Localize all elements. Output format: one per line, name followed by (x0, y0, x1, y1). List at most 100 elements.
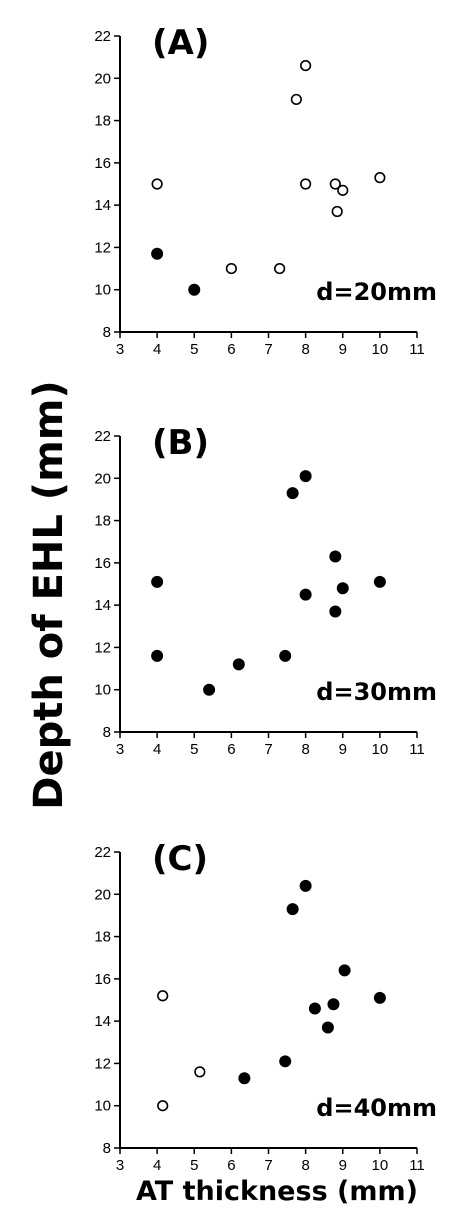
distance-annotation: d=30mm (316, 678, 437, 706)
y-tick-label: 12 (94, 1055, 111, 1072)
data-point-open (329, 178, 341, 190)
x-tick-label: 5 (190, 1157, 198, 1174)
y-tick-label: 18 (94, 113, 111, 130)
y-tick-label: 10 (94, 1098, 111, 1115)
data-point-filled (336, 582, 349, 595)
panel-label: (C) (152, 839, 208, 879)
y-tick-label: 14 (94, 1013, 111, 1030)
x-tick-label: 11 (409, 341, 425, 358)
x-tick-label: 8 (301, 741, 309, 758)
y-tick-label: 8 (103, 1140, 111, 1157)
x-tick-label: 9 (339, 741, 347, 758)
y-tick-label: 10 (94, 282, 111, 299)
x-tick-label: 10 (372, 741, 389, 758)
data-point-open (151, 178, 163, 190)
panel-label: (B) (152, 423, 209, 463)
data-point-filled (151, 575, 164, 588)
y-tick-label: 16 (94, 555, 111, 572)
x-tick-label: 6 (227, 1157, 235, 1174)
y-tick-label: 8 (103, 724, 111, 741)
data-point-open (290, 93, 302, 106)
x-tick-label: 8 (301, 1157, 309, 1174)
data-point-filled (327, 998, 340, 1011)
y-tick-label: 12 (94, 639, 111, 656)
data-point-filled (308, 1002, 321, 1015)
x-tick-label: 11 (409, 741, 425, 758)
y-tick-label: 22 (94, 28, 111, 45)
data-point-filled (299, 470, 312, 483)
y-tick-label: 20 (94, 70, 111, 87)
data-point-filled (321, 1021, 334, 1034)
x-tick-label: 3 (116, 1157, 124, 1174)
data-point-open (374, 172, 386, 184)
y-tick-label: 12 (94, 239, 111, 256)
data-point-filled (286, 487, 299, 500)
chart-panel-b: 8 10 12 14 16 18 20 22 3 4 5 6 7 8 9 10 11 (B) d=30mm (94, 423, 437, 758)
x-tick-label: 3 (116, 341, 124, 358)
data-point-open (331, 205, 343, 218)
x-tick-label: 4 (153, 741, 161, 758)
x-tick-label: 7 (264, 1157, 272, 1174)
y-tick-label: 18 (94, 929, 111, 946)
x-tick-label: 6 (227, 341, 235, 358)
x-tick-label: 10 (372, 341, 389, 358)
data-point-filled (329, 605, 342, 618)
data-point-filled (203, 683, 216, 696)
x-tick-label: 10 (372, 1157, 389, 1174)
distance-annotation: d=40mm (316, 1094, 437, 1122)
data-point-open (300, 59, 312, 72)
data-point-filled (373, 575, 386, 588)
data-point-open (157, 990, 169, 1002)
x-axis-title: AT thickness (mm) (136, 1176, 418, 1207)
x-tick-label: 5 (190, 741, 198, 758)
y-tick-label: 8 (103, 324, 111, 341)
data-point-filled (299, 879, 312, 892)
y-tick-label: 20 (94, 470, 111, 487)
data-point-filled (329, 550, 342, 563)
x-tick-label: 6 (227, 741, 235, 758)
y-tick-label: 14 (94, 197, 111, 214)
data-point-open (300, 178, 312, 190)
data-point-open (337, 184, 349, 196)
y-axis-title: Depth of EHL (mm) (26, 380, 72, 809)
data-point-open (225, 262, 237, 275)
x-tick-label: 11 (409, 1157, 425, 1174)
data-point-open (274, 262, 286, 275)
panel-label: (A) (152, 23, 209, 63)
data-point-filled (299, 588, 312, 601)
x-tick-label: 3 (116, 741, 124, 758)
x-tick-label: 8 (301, 341, 309, 358)
y-tick-label: 18 (94, 513, 111, 530)
y-tick-label: 22 (94, 428, 111, 445)
data-point-filled (151, 247, 164, 260)
y-tick-label: 16 (94, 155, 111, 172)
x-tick-label: 9 (339, 341, 347, 358)
x-tick-label: 4 (153, 1157, 161, 1174)
data-point-filled (279, 649, 292, 662)
distance-annotation: d=20mm (316, 278, 437, 306)
y-tick-label: 20 (94, 886, 111, 903)
panels: 8 10 12 14 16 18 20 22 3 4 5 6 7 8 9 10 11 (A) d=20mm 8 10 12… (94, 23, 437, 1174)
data-point-filled (338, 964, 351, 977)
chart-panel-c: 8 10 12 14 16 18 20 22 3 4 5 6 7 8 9 10 11 (C) d=40mm (94, 839, 437, 1174)
data-point-filled (279, 1055, 292, 1068)
data-point-open (194, 1066, 206, 1078)
y-tick-label: 14 (94, 597, 111, 614)
chart-panel-a: 8 10 12 14 16 18 20 22 3 4 5 6 7 8 9 10 11 (A) d=20mm (94, 23, 437, 358)
x-tick-label: 7 (264, 741, 272, 758)
x-tick-label: 5 (190, 341, 198, 358)
x-tick-label: 9 (339, 1157, 347, 1174)
data-point-filled (373, 991, 386, 1004)
data-point-filled (232, 658, 245, 671)
data-point-filled (238, 1072, 251, 1085)
data-point-filled (188, 283, 201, 296)
x-tick-label: 4 (153, 341, 161, 358)
y-tick-label: 22 (94, 844, 111, 861)
y-tick-label: 10 (94, 682, 111, 699)
data-point-filled (286, 903, 299, 916)
y-tick-label: 16 (94, 971, 111, 988)
data-point-open (157, 1100, 169, 1112)
data-point-filled (151, 649, 164, 662)
x-tick-label: 7 (264, 341, 272, 358)
